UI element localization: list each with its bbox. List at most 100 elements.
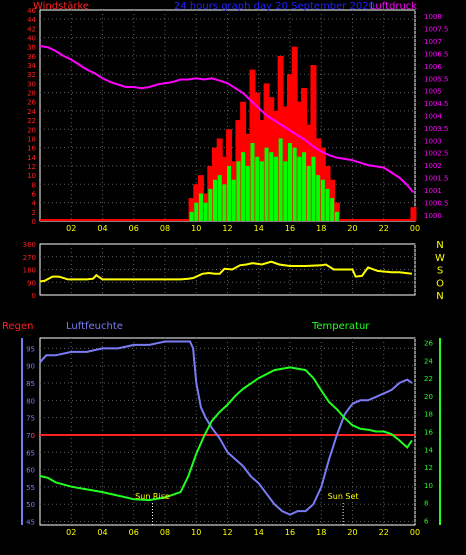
humidity-y-tick-label: 90 xyxy=(26,363,35,371)
humidity-y-tick-label: 50 xyxy=(26,501,35,509)
wind-y-tick-label: 34 xyxy=(27,62,36,70)
direction-line xyxy=(39,260,413,283)
wind-axis-title: Windstärke xyxy=(33,1,90,12)
humidity-y-tick-label: 85 xyxy=(26,380,35,388)
wind-gust-bar xyxy=(188,198,195,221)
wind-y-tick-label: 24 xyxy=(27,108,36,116)
temperature-y-tick-label: 22 xyxy=(424,375,433,383)
humidity-line xyxy=(39,340,413,516)
temperature-y-tick-label: 6 xyxy=(424,518,429,526)
wind-avg-bar xyxy=(189,211,194,221)
humidity-tick-label: 22 xyxy=(379,528,389,537)
wind-y-tick-label: 10 xyxy=(27,172,36,180)
humidity-tick-label: 02 xyxy=(66,528,76,537)
wind-y-tick-label: 18 xyxy=(27,135,36,143)
wind-avg-bar xyxy=(306,165,311,221)
direction-y-tick-label: 90 xyxy=(27,279,36,287)
pressure-y-tick-label: 1003 xyxy=(424,137,442,145)
direction-y-tick-label: 180 xyxy=(23,267,36,275)
wind-y-tick-label: 0 xyxy=(32,218,36,226)
wind-y-tick-label: 32 xyxy=(27,71,36,79)
wind-y-tick-label: 22 xyxy=(27,117,36,125)
temperature-y-tick-label: 24 xyxy=(424,357,433,365)
pressure-y-tick-label: 1004.5 xyxy=(424,100,449,108)
sunrise-label: Sun Rise xyxy=(135,492,170,501)
wind-avg-bar xyxy=(288,143,292,221)
humidity-y-tick-label: 60 xyxy=(26,467,35,475)
wind-gust-bar xyxy=(410,207,417,221)
wind-y-tick-label: 36 xyxy=(27,53,36,61)
compass-label: O xyxy=(436,278,444,289)
wind-avg-bar xyxy=(217,175,222,221)
wind-y-tick-label: 2 xyxy=(32,209,36,217)
wind-tick-label: 16 xyxy=(285,224,295,233)
temperature-y-tick-label: 12 xyxy=(424,464,433,472)
temperature-y-tick-label: 20 xyxy=(424,393,433,401)
wind-y-tick-label: 26 xyxy=(27,99,36,107)
wind-y-tick-label: 42 xyxy=(27,25,36,33)
wind-avg-bar xyxy=(292,147,297,221)
wind-avg-bar xyxy=(241,152,246,221)
humidity-y-tick-label: 75 xyxy=(26,415,35,423)
rain-label: Regen xyxy=(2,321,34,332)
wind-tick-label: 02 xyxy=(66,224,76,233)
wind-avg-bar xyxy=(273,156,278,221)
rain-value-label: 0 xyxy=(31,432,35,440)
compass-label: N xyxy=(436,291,443,302)
wind-tick-label: 08 xyxy=(160,224,170,233)
wind-avg-bar xyxy=(208,188,213,221)
humidity-tick-label: 18 xyxy=(316,528,326,537)
wind-avg-bar xyxy=(302,152,307,221)
pressure-y-tick-label: 1001 xyxy=(424,187,442,195)
pressure-y-tick-label: 1005 xyxy=(424,88,442,96)
wind-avg-bar xyxy=(325,188,330,221)
wind-tick-label: 20 xyxy=(347,224,357,233)
wind-tick-label: 18 xyxy=(316,224,326,233)
humidity-tick-label: 16 xyxy=(285,528,295,537)
wind-avg-bar xyxy=(198,193,203,221)
temperature-line xyxy=(39,366,413,502)
wind-avg-bar xyxy=(250,143,255,221)
wind-y-tick-label: 14 xyxy=(27,154,36,162)
wind-avg-bar xyxy=(330,198,335,221)
pressure-y-tick-label: 1006.5 xyxy=(424,50,449,58)
wind-avg-bar xyxy=(283,161,288,221)
pressure-y-tick-label: 1002 xyxy=(424,162,442,170)
humidity-tick-label: 12 xyxy=(222,528,232,537)
wind-tick-label: 12 xyxy=(222,224,232,233)
pressure-y-tick-label: 1005.5 xyxy=(424,75,449,83)
humidity-tick-label: 04 xyxy=(97,528,107,537)
pressure-y-tick-label: 1007.5 xyxy=(424,26,449,34)
chart-title: 24 hours graph day 20 September 2020 xyxy=(174,1,376,12)
wind-gust-bar xyxy=(310,65,317,221)
sunset-label: Sun Set xyxy=(328,492,359,501)
humidity-tick-label: 20 xyxy=(347,528,357,537)
humidity-y-tick-label: 45 xyxy=(26,519,35,527)
wind-avg-bar xyxy=(278,138,283,221)
humidity-tick-label: 06 xyxy=(129,528,139,537)
pressure-y-tick-label: 1003.5 xyxy=(424,125,449,133)
temperature-label: Temperatur xyxy=(312,321,370,332)
wind-y-tick-label: 30 xyxy=(27,80,36,88)
wind-avg-bar xyxy=(259,161,264,221)
wind-y-tick-label: 8 xyxy=(32,181,36,189)
wind-avg-bar xyxy=(264,147,269,221)
wind-tick-label: 04 xyxy=(97,224,107,233)
wind-y-tick-label: 40 xyxy=(27,35,36,43)
wind-y-tick-label: 6 xyxy=(32,190,37,198)
pressure-y-tick-label: 1000.5 xyxy=(424,199,449,207)
direction-y-tick-label: 0 xyxy=(32,292,36,300)
humidity-y-tick-label: 70 xyxy=(26,432,35,440)
pressure-y-tick-label: 1004 xyxy=(424,113,442,121)
wind-avg-bar xyxy=(203,202,208,221)
pressure-y-tick-label: 1006 xyxy=(424,63,442,71)
temperature-y-tick-label: 10 xyxy=(424,482,433,490)
humidity-y-tick-label: 80 xyxy=(26,397,35,405)
wind-avg-bar xyxy=(222,184,227,221)
wind-avg-bar xyxy=(255,156,260,221)
wind-avg-bar xyxy=(269,152,274,221)
wind-avg-bar xyxy=(231,179,236,221)
compass-label: W xyxy=(435,253,445,264)
humidity-tick-label: 00 xyxy=(410,528,420,537)
humidity-tick-label: 10 xyxy=(191,528,201,537)
